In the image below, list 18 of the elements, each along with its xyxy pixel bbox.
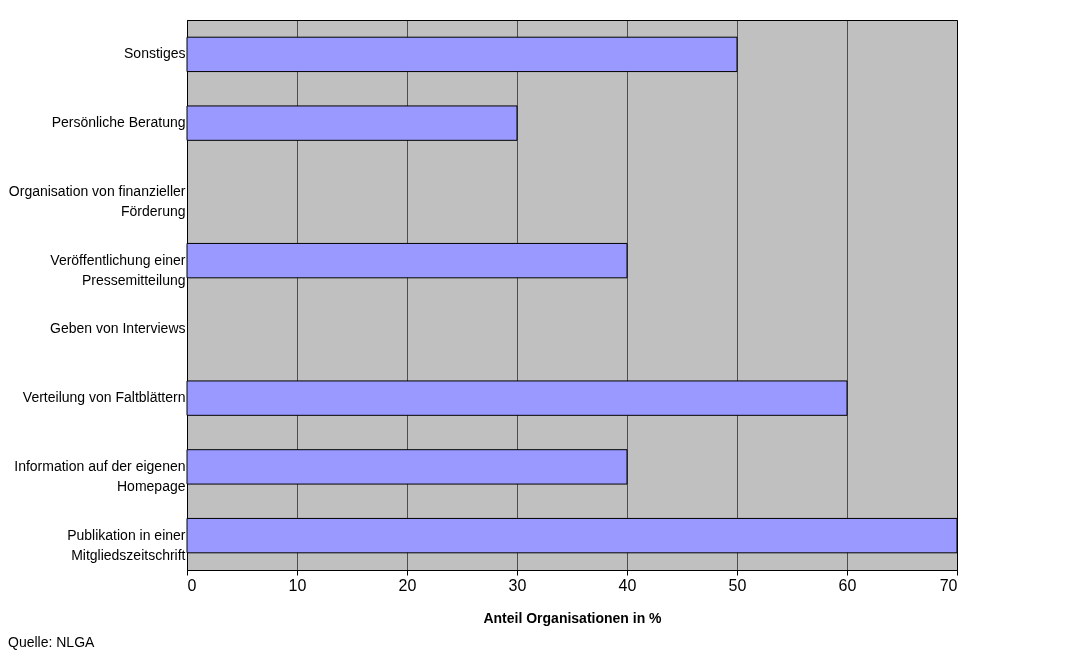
y-tick-label: Information auf der eigenen Homepage xyxy=(14,457,186,494)
x-tick-label: 0 xyxy=(187,576,197,594)
x-tick-label: 50 xyxy=(728,576,747,594)
y-tick-label: Verteilung von Faltblättern xyxy=(22,389,186,406)
y-tick-label: Sonstiges xyxy=(124,45,186,62)
x-tick-label: 40 xyxy=(618,576,637,594)
y-tick-label: Veröffentlichung einer Pressemitteilung xyxy=(50,251,186,288)
x-tick-label: 70 xyxy=(939,576,958,594)
x-tick-label: 20 xyxy=(398,576,417,594)
y-tick-label: Publikation in einer Mitgliedszeitschrift xyxy=(67,526,186,563)
x-axis-title: Anteil Organisationen in % xyxy=(483,609,663,626)
y-tick-label: Organisation von finanzieller Förderung xyxy=(8,182,186,219)
x-tick-label: 30 xyxy=(508,576,527,594)
y-tick-label: Geben von Interviews xyxy=(50,320,186,337)
x-tick-label: 10 xyxy=(288,576,307,594)
y-tick-label: Persönliche Beratung xyxy=(51,114,186,131)
source-note: Quelle: NLGA xyxy=(8,634,95,650)
x-tick-label: 60 xyxy=(838,576,857,594)
